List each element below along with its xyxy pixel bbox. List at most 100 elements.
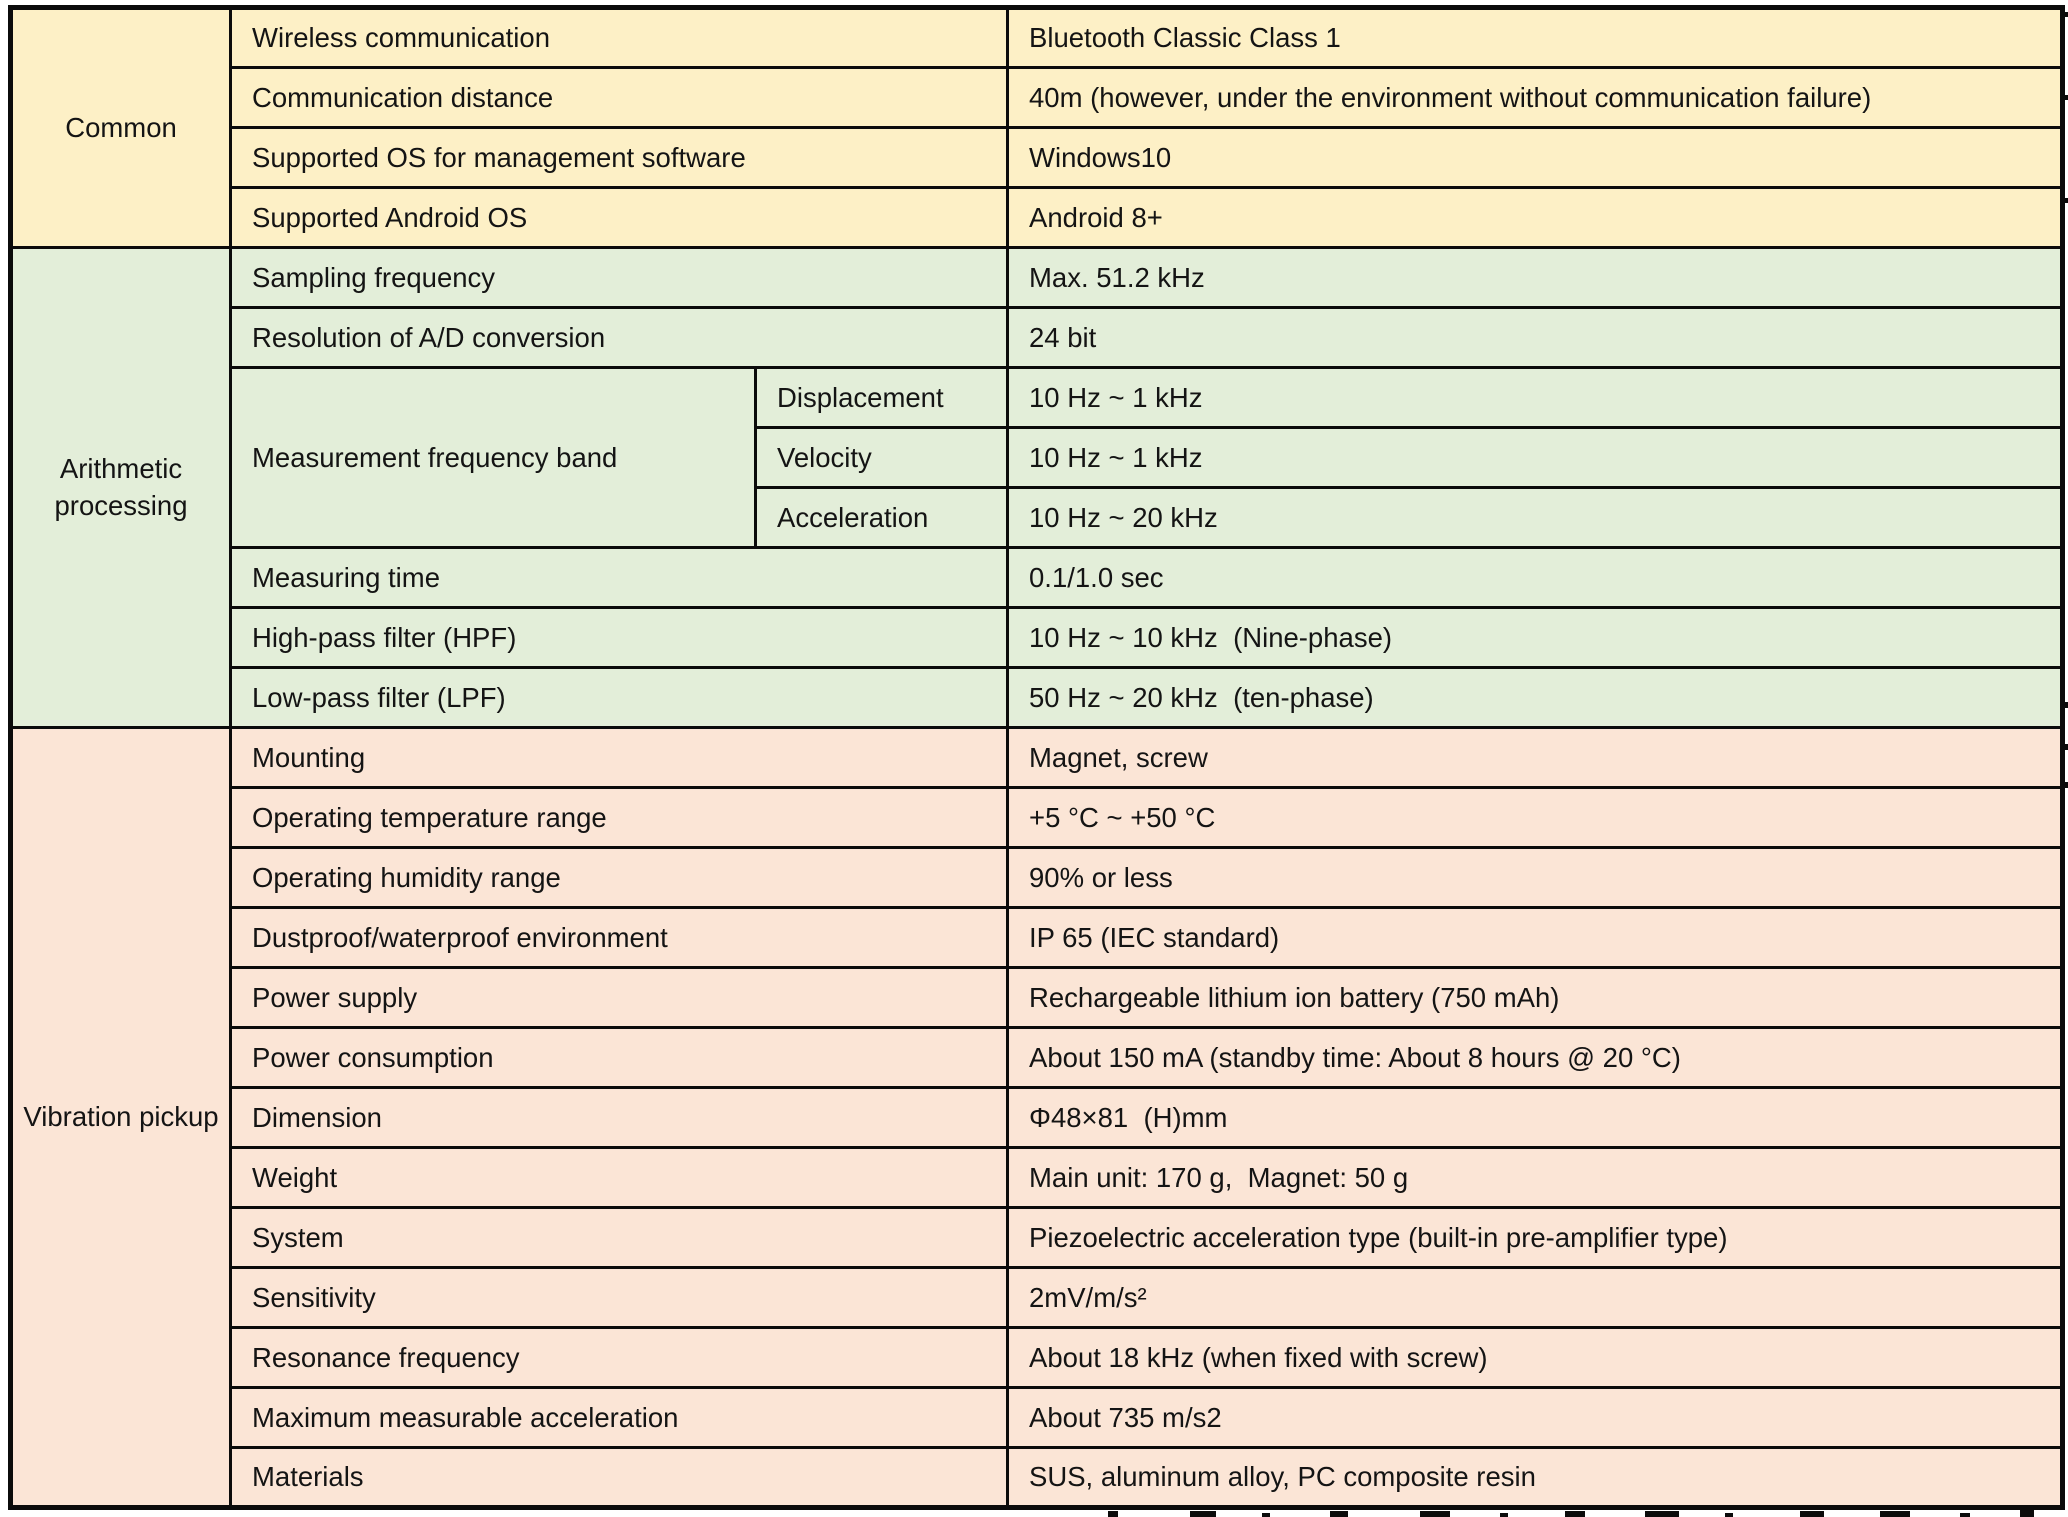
spec-label-measurement-frequency-band: Measurement frequency band xyxy=(229,366,757,549)
crop-artifact-tick xyxy=(1262,1513,1270,1517)
spec-value: Main unit: 170 g, Magnet: 50 g xyxy=(1006,1146,2065,1209)
spec-value: Rechargeable lithium ion battery (750 mA… xyxy=(1006,966,2065,1029)
spec-label: Sensitivity xyxy=(228,1266,1010,1329)
spec-label: Operating temperature range xyxy=(228,786,1010,849)
spec-value: Bluetooth Classic Class 1 xyxy=(1006,6,2065,69)
crop-artifact-tick xyxy=(2062,782,2068,788)
spec-value: 24 bit xyxy=(1006,306,2065,369)
spec-label: System xyxy=(228,1206,1010,1269)
crop-artifact-tick xyxy=(1565,1511,1585,1517)
crop-artifact-tick xyxy=(1725,1513,1733,1517)
spec-value: About 18 kHz (when fixed with screw) xyxy=(1006,1326,2065,1389)
spec-value: 90% or less xyxy=(1006,846,2065,909)
table-row: Acceleration 10 Hz ~ 20 kHz xyxy=(11,486,2065,549)
spec-label: Low-pass filter (LPF) xyxy=(228,666,1010,729)
table-row: Supported Android OS Android 8+ xyxy=(11,186,2065,249)
spec-label: Weight xyxy=(228,1146,1010,1209)
crop-artifact-tick xyxy=(1330,1511,1348,1517)
spec-label: Supported OS for management software xyxy=(228,126,1010,189)
table-row: Operating humidity range 90% or less xyxy=(11,846,2065,909)
spec-value: 40m (however, under the environment with… xyxy=(1006,66,2065,129)
table-row: Operating temperature range +5 °C ~ +50 … xyxy=(11,786,2065,849)
table-row: Materials SUS, aluminum alloy, PC compos… xyxy=(11,1446,2065,1509)
spec-label: Dustproof/waterproof environment xyxy=(228,906,1010,969)
table-row: Dimension Φ48×81 (H)mm xyxy=(11,1086,2065,1149)
table-row: Supported OS for management software Win… xyxy=(11,126,2065,189)
table-row: Common Wireless communication Bluetooth … xyxy=(9,6,2065,249)
spec-sublabel: Displacement xyxy=(753,366,1010,429)
table-row: Dustproof/waterproof environment IP 65 (… xyxy=(11,906,2065,969)
spec-value: 2mV/m/s² xyxy=(1006,1266,2065,1329)
crop-artifact-tick xyxy=(2020,1508,2034,1517)
spec-value: Magnet, screw xyxy=(1006,726,2065,789)
table-row: Weight Main unit: 170 g, Magnet: 50 g xyxy=(11,1146,2065,1209)
spec-value: IP 65 (IEC standard) xyxy=(1006,906,2065,969)
table-row: Maximum measurable acceleration About 73… xyxy=(11,1386,2065,1449)
crop-artifact-tick xyxy=(1190,1511,1216,1517)
table-row: Measuring time 0.1/1.0 sec xyxy=(11,546,2065,609)
spec-value: 0.1/1.0 sec xyxy=(1006,546,2065,609)
spec-value: +5 °C ~ +50 °C xyxy=(1006,786,2065,849)
crop-artifact-tick xyxy=(1420,1511,1450,1517)
table-row: Sensitivity 2mV/m/s² xyxy=(11,1266,2065,1329)
crop-artifact-tick xyxy=(1800,1511,1824,1517)
section-header-vibration-pickup: Vibration pickup xyxy=(9,726,232,1509)
crop-artifact-tick xyxy=(2062,198,2068,203)
spec-value: Piezoelectric acceleration type (built-i… xyxy=(1006,1206,2065,1269)
spec-label: Resolution of A/D conversion xyxy=(228,306,1010,369)
table-row: Resolution of A/D conversion 24 bit xyxy=(11,306,2065,369)
specification-table: Common Wireless communication Bluetooth … xyxy=(8,5,2066,1510)
table-row: Measurement frequency band Displacement … xyxy=(11,366,2065,549)
table-row: Low-pass filter (LPF) 50 Hz ~ 20 kHz (te… xyxy=(11,666,2065,729)
spec-sublabel: Velocity xyxy=(753,426,1010,489)
section-header-arithmetic-processing: Arithmetic processing xyxy=(9,246,232,729)
crop-artifact-tick xyxy=(1500,1513,1508,1517)
spec-value: About 735 m/s2 xyxy=(1006,1386,2065,1449)
spec-value: Android 8+ xyxy=(1006,186,2065,249)
table-row: Vibration pickup Mounting Magnet, screw xyxy=(9,726,2065,1509)
table-row: Velocity 10 Hz ~ 1 kHz xyxy=(11,426,2065,489)
spec-label: Sampling frequency xyxy=(228,246,1010,309)
crop-artifact-tick xyxy=(2062,12,2068,17)
spec-label: High-pass filter (HPF) xyxy=(228,606,1010,669)
spec-label: Measuring time xyxy=(228,546,1010,609)
spec-value: About 150 mA (standby time: About 8 hour… xyxy=(1006,1026,2065,1089)
table-row: Communication distance 40m (however, und… xyxy=(11,66,2065,129)
crop-artifact-tick xyxy=(1108,1511,1118,1517)
spec-label: Communication distance xyxy=(228,66,1010,129)
spec-label: Power supply xyxy=(228,966,1010,1029)
section-header-common: Common xyxy=(9,6,232,249)
table-row: Power consumption About 150 mA (standby … xyxy=(11,1026,2065,1089)
spec-label: Materials xyxy=(228,1446,1010,1509)
spec-value: Windows10 xyxy=(1006,126,2065,189)
spec-value: SUS, aluminum alloy, PC composite resin xyxy=(1006,1446,2065,1509)
crop-artifact-tick xyxy=(2062,744,2068,750)
spec-value: 50 Hz ~ 20 kHz (ten-phase) xyxy=(1006,666,2065,729)
table-row: System Piezoelectric acceleration type (… xyxy=(11,1206,2065,1269)
table-row: Power supply Rechargeable lithium ion ba… xyxy=(11,966,2065,1029)
table-row: Resonance frequency About 18 kHz (when f… xyxy=(11,1326,2065,1389)
spec-label: Maximum measurable acceleration xyxy=(228,1386,1010,1449)
crop-artifact-tick xyxy=(1880,1511,1910,1517)
crop-artifact-tick xyxy=(2062,702,2068,708)
spec-value: 10 Hz ~ 20 kHz xyxy=(1006,486,2065,549)
spec-label: Mounting xyxy=(228,726,1010,789)
spec-value: Φ48×81 (H)mm xyxy=(1006,1086,2065,1149)
crop-artifact-tick xyxy=(2062,95,2068,100)
spec-label: Dimension xyxy=(228,1086,1010,1149)
spec-label: Supported Android OS xyxy=(228,186,1010,249)
spec-label: Wireless communication xyxy=(228,6,1010,69)
spec-label: Operating humidity range xyxy=(228,846,1010,909)
table-row: High-pass filter (HPF) 10 Hz ~ 10 kHz (N… xyxy=(11,606,2065,669)
spec-value: 10 Hz ~ 1 kHz xyxy=(1006,426,2065,489)
spec-label: Resonance frequency xyxy=(228,1326,1010,1389)
spec-label: Power consumption xyxy=(228,1026,1010,1089)
spec-value: Max. 51.2 kHz xyxy=(1006,246,2065,309)
spec-value: 10 Hz ~ 1 kHz xyxy=(1006,366,2065,429)
crop-artifact-tick xyxy=(1645,1511,1679,1517)
table-row: Arithmetic processing Sampling frequency… xyxy=(9,246,2065,729)
spec-value: 10 Hz ~ 10 kHz (Nine-phase) xyxy=(1006,606,2065,669)
crop-artifact-tick xyxy=(1960,1513,1970,1517)
spec-sublabel: Acceleration xyxy=(753,486,1010,549)
